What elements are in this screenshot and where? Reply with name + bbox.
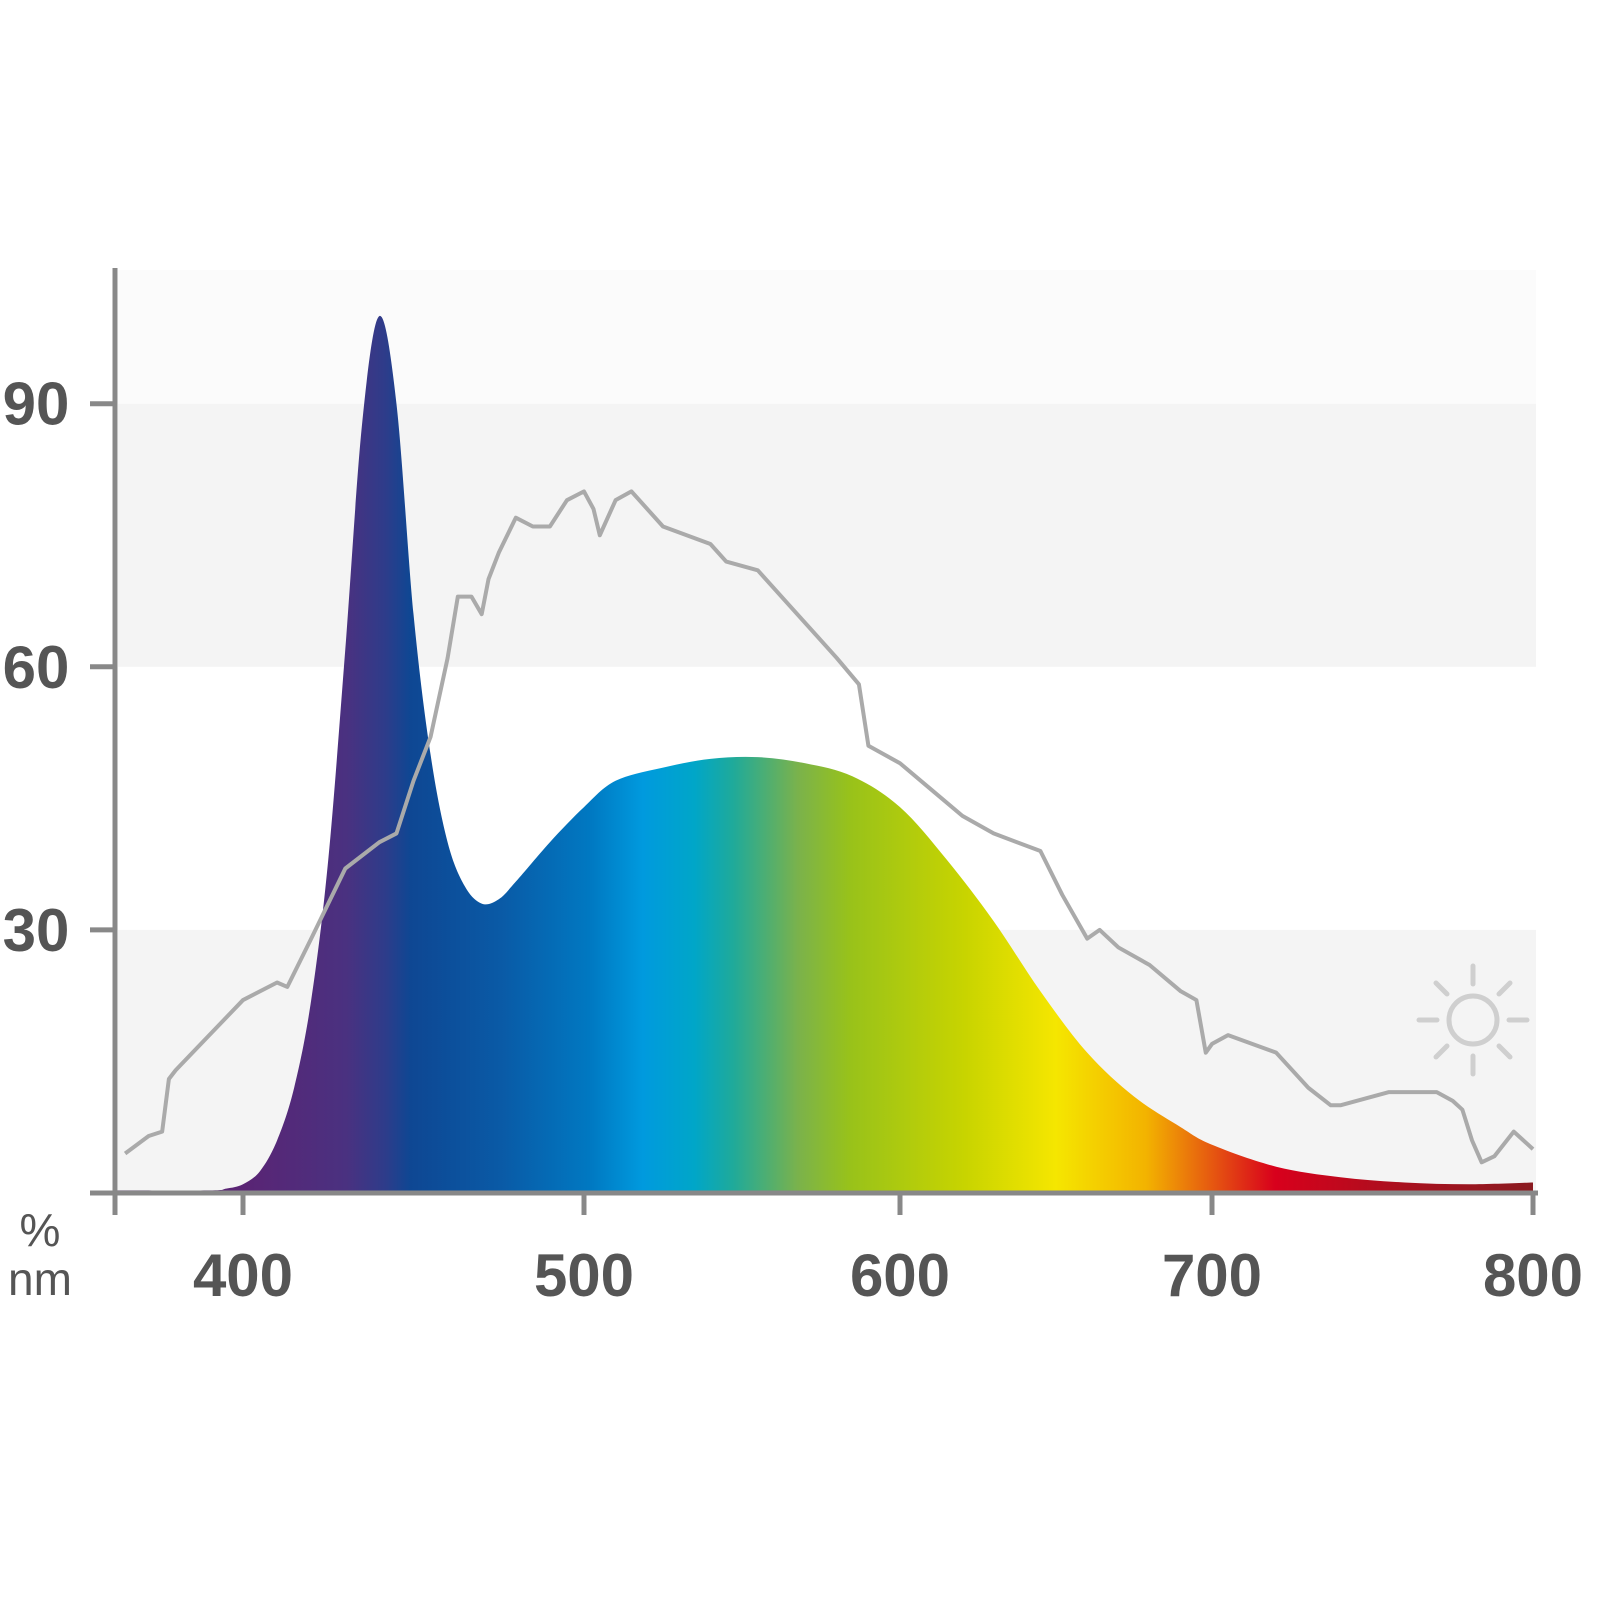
- axes: [90, 268, 1538, 1215]
- y-tick-labels: 30 60 90: [3, 371, 115, 964]
- y-tick-label: 30: [3, 897, 70, 964]
- led-spectrum-area: [115, 315, 1533, 1193]
- band-top: [118, 270, 1536, 404]
- sun-icon: [1416, 963, 1530, 1077]
- x-tick-label: 800: [1483, 1242, 1583, 1309]
- y-tick-label: 60: [3, 634, 70, 701]
- y-tick-label: 90: [3, 371, 70, 438]
- x-unit-label: nm: [8, 1253, 72, 1305]
- band-60-90: [118, 403, 1536, 667]
- sunlight-curve: [123, 489, 1535, 1165]
- x-tick-label: 600: [850, 1242, 950, 1309]
- x-tick-label: 700: [1162, 1242, 1262, 1309]
- x-tick-label: 500: [534, 1242, 634, 1309]
- x-tick-labels: 400 500 600 700 800: [193, 1193, 1583, 1309]
- y-unit-label: %: [20, 1204, 61, 1256]
- x-tick-label: 400: [193, 1242, 293, 1309]
